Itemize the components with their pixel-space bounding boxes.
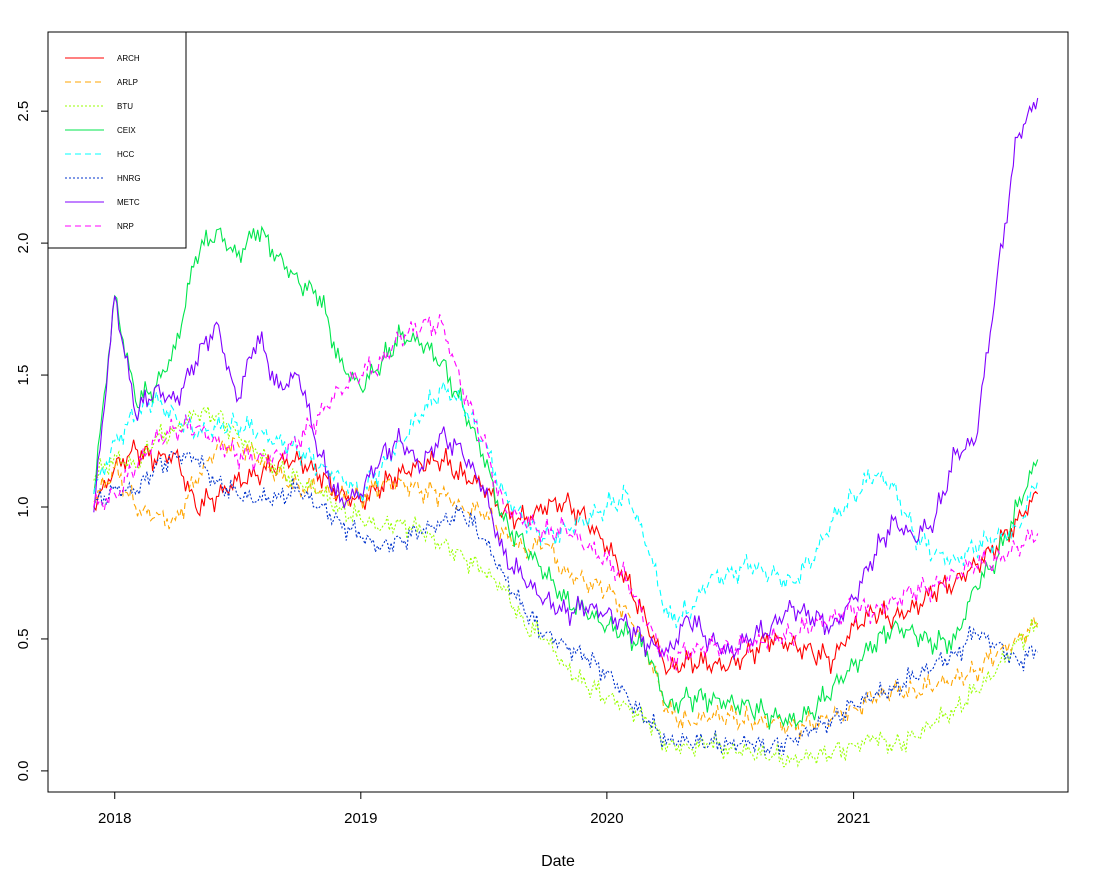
x-tick-label: 2021 (837, 810, 870, 827)
series-lines (93, 97, 1039, 768)
series-line-arch (93, 439, 1039, 676)
legend-label-hcc: HCC (117, 150, 135, 159)
legend-label-nrp: NRP (117, 222, 134, 231)
legend-label-arch: ARCH (117, 54, 140, 63)
y-tick-label: 1.0 (15, 497, 32, 518)
legend-label-ceix: CEIX (117, 126, 136, 135)
x-tick-label: 2019 (344, 810, 377, 827)
series-line-btu (93, 406, 1039, 768)
legend-label-btu: BTU (117, 102, 133, 111)
x-axis: 2018 2019 2020 2021 (98, 792, 870, 827)
series-line-nrp (93, 314, 1039, 671)
legend-label-hnrg: HNRG (117, 174, 141, 183)
y-tick-label: 2.5 (15, 101, 32, 122)
x-tick-label: 2020 (590, 810, 623, 827)
y-tick-label: 2.0 (15, 233, 32, 254)
series-line-hcc (93, 381, 1039, 629)
x-axis-title: Date (541, 853, 575, 870)
y-tick-label: 0.5 (15, 629, 32, 650)
series-line-ceix (93, 225, 1039, 730)
legend-box (47, 31, 187, 249)
y-tick-label: 1.5 (15, 365, 32, 386)
legend-label-metc: METC (117, 198, 140, 207)
plot-frame (47, 31, 1069, 793)
y-axis: 0.0 0.5 1.0 1.5 2.0 2.5 (15, 101, 48, 781)
y-tick-label: 0.0 (15, 760, 32, 781)
series-line-metc (93, 97, 1039, 661)
series-line-arlp (93, 437, 1039, 740)
legend: ARCH ARLP BTU CEIX HCC HNRG METC NRP (47, 31, 187, 249)
x-tick-label: 2018 (98, 810, 131, 827)
series-line-hnrg (93, 451, 1039, 756)
legend-label-arlp: ARLP (117, 78, 138, 87)
